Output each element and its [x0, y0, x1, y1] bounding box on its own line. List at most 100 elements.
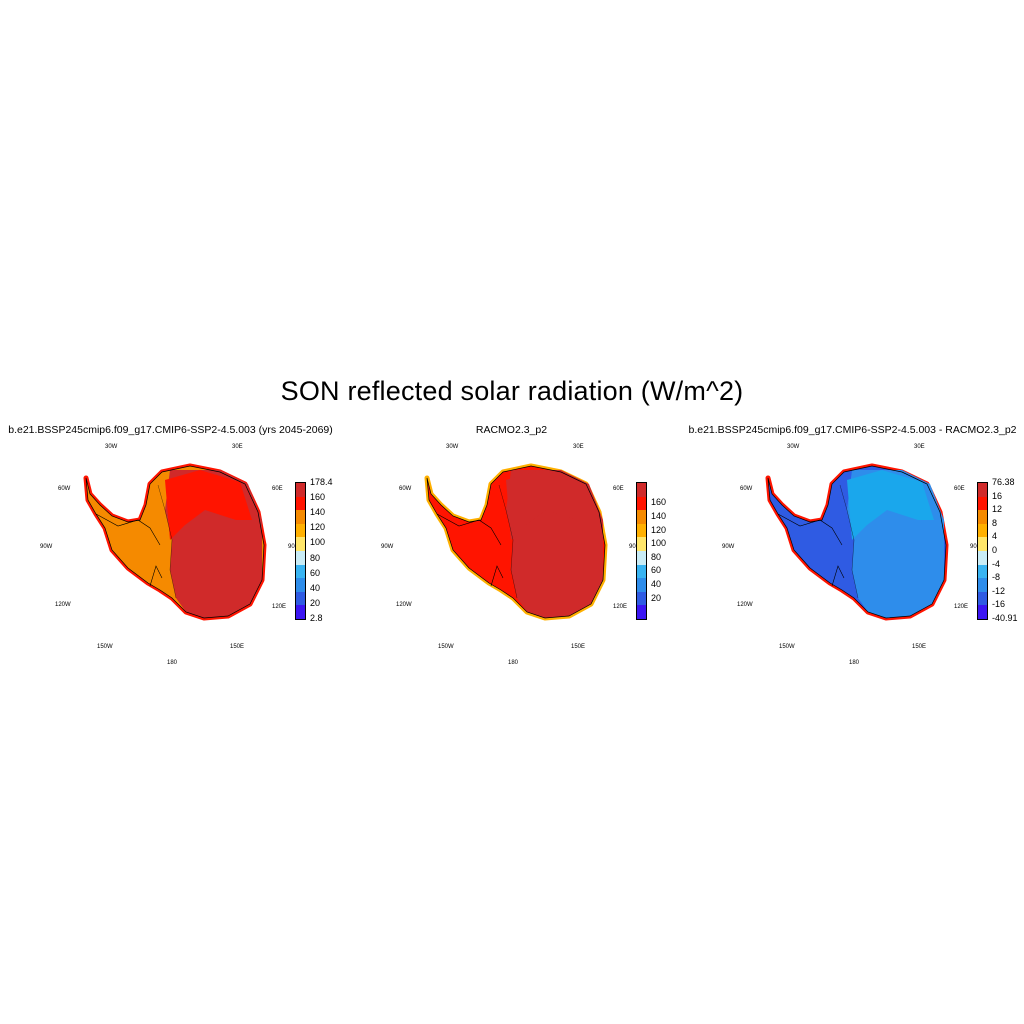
longitude-label: 30E: [573, 444, 584, 450]
colorbar-segment: [637, 496, 646, 511]
colorbar-segment: [978, 537, 987, 551]
colorbar-segment: [637, 510, 646, 524]
ice-shelf-outline: [436, 513, 504, 587]
panel-title: b.e21.BSSP245cmip6.f09_g17.CMIP6-SSP2-4.…: [8, 424, 333, 436]
longitude-label: 120W: [396, 602, 412, 608]
longitude-label: 30E: [232, 444, 243, 450]
colorbar-label: 40: [651, 579, 662, 589]
colorbar-label: 40: [310, 582, 321, 593]
longitude-label: 60E: [613, 486, 624, 492]
longitude-label: 60W: [740, 486, 753, 492]
longitude-label: 90E: [629, 544, 640, 550]
grounding-line: [498, 484, 518, 599]
longitude-label: 180: [167, 660, 178, 666]
colorbar-label: -16: [992, 599, 1006, 610]
longitude-label: 30W: [446, 444, 459, 450]
colorbar-label: -4: [992, 558, 1001, 569]
colorbar-segment: [296, 551, 305, 565]
panel-title: b.e21.BSSP245cmip6.f09_g17.CMIP6-SSP2-4.…: [688, 424, 1017, 436]
colorbar-segment: [978, 578, 987, 592]
colorbar-label: 80: [310, 552, 321, 563]
grounding-line: [839, 484, 859, 599]
colorbar-segment: [296, 605, 305, 619]
colorbar-segment: [296, 510, 305, 524]
colorbar-segment: [637, 537, 646, 551]
colorbar-label: 4: [992, 531, 998, 542]
colorbar-segment: [296, 537, 305, 551]
colorbar-segment: [637, 605, 646, 619]
longitude-label: 120E: [613, 604, 628, 610]
longitude-label: 90W: [40, 544, 53, 550]
longitude-label: 120W: [737, 602, 753, 608]
longitude-label: 60E: [954, 486, 965, 492]
colorbar-segment: [296, 496, 305, 511]
antarctica-map: [83, 463, 267, 621]
longitude-label: 150W: [438, 644, 454, 650]
colorbar-segment: [296, 483, 305, 497]
colorbar-label: 2.8: [310, 613, 323, 623]
colorbar-label: 20: [310, 597, 321, 608]
colorbar-label: 12: [992, 504, 1003, 515]
longitude-label: 60W: [58, 486, 71, 492]
colorbar-segment: [637, 551, 646, 565]
colorbar-segment: [978, 605, 987, 619]
colorbar-label: 120: [651, 524, 667, 535]
colorbar-label: -12: [992, 585, 1006, 596]
east-antarctica-inner-field: [165, 470, 252, 540]
colorbar-label: 140: [310, 507, 326, 518]
colorbar-segment: [637, 591, 646, 606]
colorbar-label: 160: [651, 497, 667, 508]
colorbar-label: 8: [992, 517, 998, 528]
colorbar-label: 120: [310, 522, 326, 533]
colorbar-segment: [296, 523, 305, 538]
colorbar-segment: [637, 564, 646, 579]
antarctica-map: [765, 463, 949, 621]
longitude-label: 30W: [787, 444, 800, 450]
colorbar-segment: [637, 523, 646, 538]
longitude-label: 180: [849, 660, 860, 666]
colorbar-segment: [296, 564, 305, 579]
colorbar-label: 178.4: [310, 477, 333, 487]
east-antarctica-inner-field: [847, 470, 934, 540]
colorbar: [977, 482, 988, 620]
map-panel-1: b.e21.BSSP245cmip6.f09_g17.CMIP6-SSP2-4.…: [0, 424, 341, 674]
colorbar-segment: [978, 564, 987, 579]
colorbar-label: 100: [310, 537, 326, 548]
colorbar-label: 80: [651, 551, 662, 562]
colorbar-label: 140: [651, 511, 667, 521]
ice-shelf-outline: [777, 513, 845, 587]
longitude-label: 120W: [55, 602, 71, 608]
colorbar-segment: [637, 483, 646, 497]
colorbar-segment: [296, 578, 305, 592]
colorbar-label: -8: [992, 572, 1001, 583]
longitude-label: 60W: [399, 486, 412, 492]
colorbar-segment: [978, 591, 987, 606]
colorbar-segment: [637, 578, 646, 592]
colorbar-segment: [978, 523, 987, 538]
ice-shelf-outline: [95, 513, 163, 587]
colorbar-label: 60: [310, 567, 321, 578]
colorbar-segment: [296, 591, 305, 606]
longitude-label: 90E: [288, 544, 299, 550]
longitude-label: 60E: [272, 486, 283, 492]
longitude-label: 150E: [912, 644, 927, 650]
colorbar-segment: [978, 496, 987, 511]
longitude-label: 120E: [954, 604, 969, 610]
colorbar-label: 0: [992, 545, 998, 555]
colorbar: [295, 482, 306, 620]
longitude-label: 90E: [970, 544, 981, 550]
longitude-label: 150W: [97, 644, 113, 650]
panel-title: RACMO2.3_p2: [475, 424, 548, 436]
antarctica-map: [424, 463, 608, 621]
longitude-label: 150E: [571, 644, 586, 650]
colorbar-label: 16: [992, 490, 1003, 501]
longitude-label: 30E: [914, 444, 925, 450]
longitude-label: 90W: [381, 544, 394, 550]
map-panel-2: RACMO2.3_p2 30W 30E 60W 60E 90W 90E 120W 120E 150…: [341, 424, 682, 674]
grounding-line: [157, 484, 177, 599]
colorbar: [636, 482, 647, 620]
map-panel-3: b.e21.BSSP245cmip6.f09_g17.CMIP6-SSP2-4.…: [682, 424, 1023, 674]
colorbar-label: 100: [651, 538, 667, 549]
longitude-label: 150E: [230, 644, 245, 650]
longitude-label: 90W: [722, 544, 735, 550]
